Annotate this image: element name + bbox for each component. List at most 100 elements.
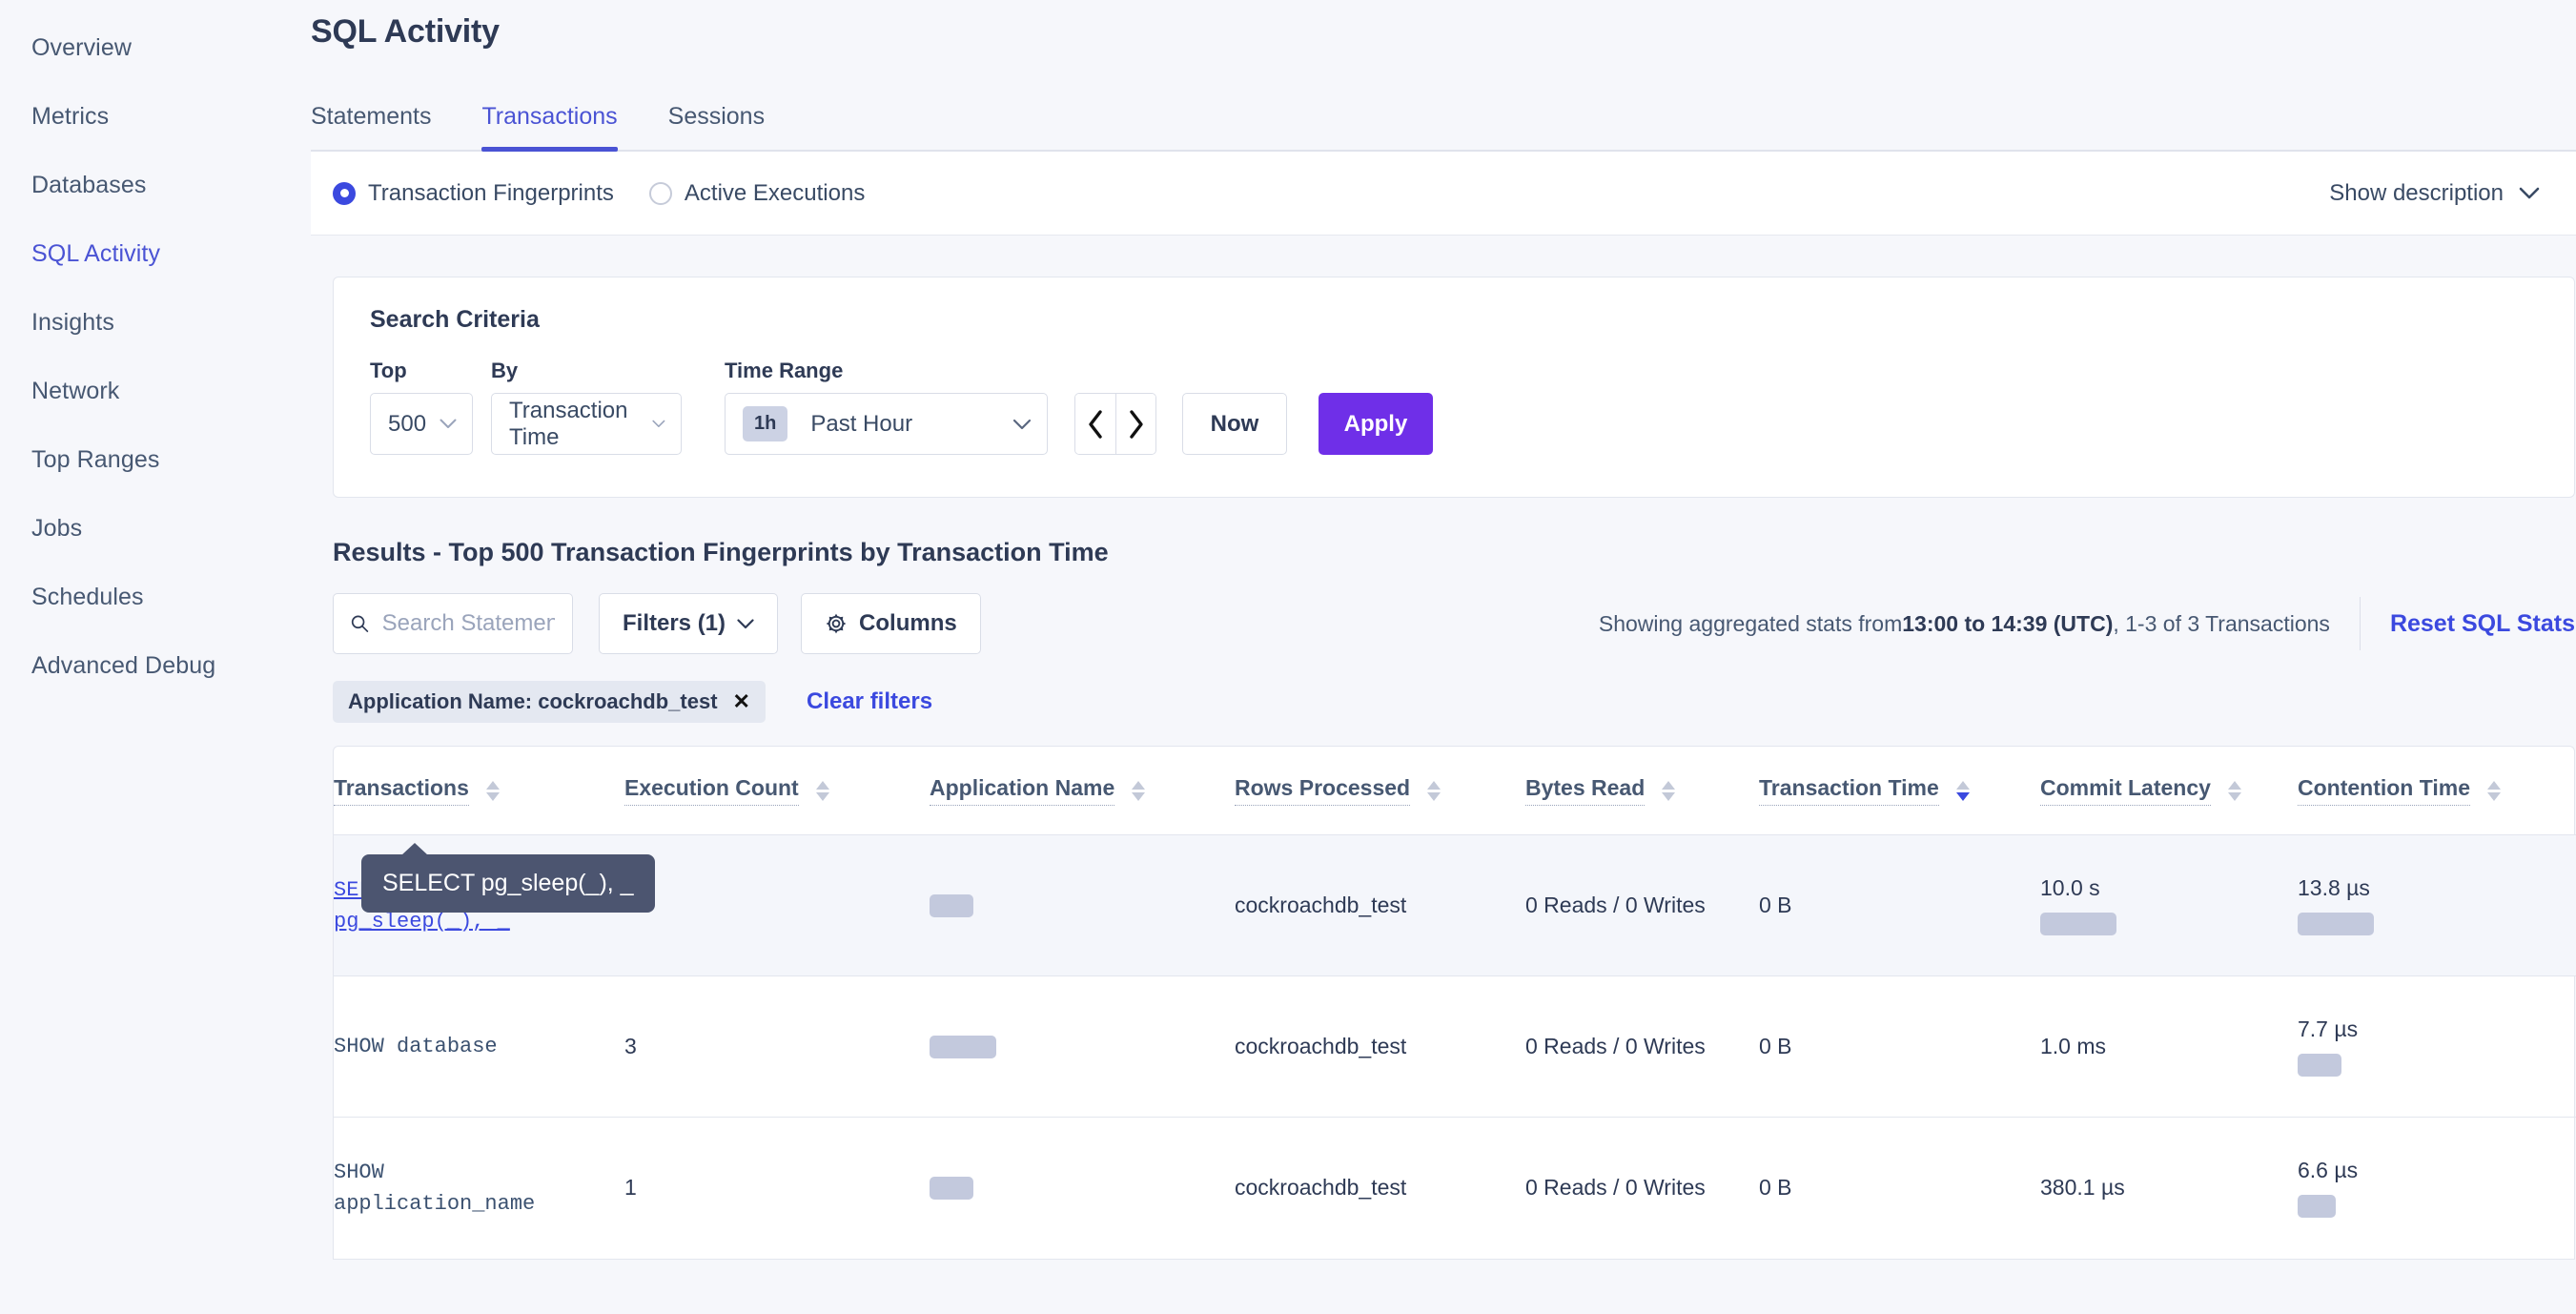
- column-header-contention-time[interactable]: Contention Time: [2298, 747, 2576, 835]
- reset-sql-stats-link[interactable]: Reset SQL Stats: [2389, 609, 2575, 637]
- table-row[interactable]: SHOW database 3 cockroachdb_test 0 Reads / …: [334, 975, 2576, 1118]
- sidebar-item-network[interactable]: Network: [0, 357, 311, 425]
- tab-transactions[interactable]: Transactions: [481, 103, 618, 152]
- tab-label: Sessions: [667, 103, 766, 130]
- sidebar-item-top-ranges[interactable]: Top Ranges: [0, 425, 311, 494]
- filter-chip-application-name[interactable]: Application Name: cockroachdb_test ✕: [333, 681, 766, 723]
- by-select[interactable]: Transaction Time: [491, 393, 682, 455]
- time-range-select[interactable]: 1h Past Hour: [725, 393, 1048, 455]
- sort-toggle-icon[interactable]: [815, 780, 829, 801]
- close-icon[interactable]: ✕: [732, 689, 750, 713]
- clear-filters-link[interactable]: Clear filters: [806, 688, 933, 714]
- sort-descending-icon: [2227, 791, 2241, 801]
- statement-link: SHOW database: [334, 1035, 498, 1058]
- sort-toggle-icon[interactable]: [2487, 780, 2502, 801]
- column-header-box: Rows Processed: [1235, 775, 1525, 806]
- execution-count-cell: 1: [624, 835, 930, 976]
- sidebar-item-label: Top Ranges: [31, 445, 160, 473]
- sidebar-item-label: Metrics: [31, 102, 110, 130]
- sort-toggle-icon[interactable]: [1427, 780, 1441, 801]
- chevron-down-icon: [2519, 187, 2540, 198]
- transactions-table: Transactions Execution Count Application N…: [334, 747, 2576, 1259]
- radio-active-executions[interactable]: Active Executions: [648, 180, 865, 207]
- execution-count-bar-wrap: [930, 1176, 1235, 1200]
- table-head: Transactions Execution Count Application N…: [334, 747, 2576, 835]
- tab-sessions[interactable]: Sessions: [668, 103, 765, 150]
- time-next-button[interactable]: [1115, 394, 1155, 454]
- transaction-time-value: 1.0 ms: [2040, 1034, 2107, 1058]
- column-header-transactions[interactable]: Transactions: [334, 747, 624, 835]
- chevron-down-icon: [737, 618, 754, 628]
- transaction-time-value-cell: 1.0 ms: [2040, 1034, 2298, 1059]
- sidebar-item-overview[interactable]: Overview: [0, 13, 311, 82]
- column-header-box: Commit Latency: [2040, 775, 2298, 806]
- rows-processed-cell: 0 Reads / 0 Writes: [1525, 835, 1759, 976]
- sidebar-item-label: Network: [31, 377, 120, 404]
- radio-unselected-icon: [648, 181, 672, 205]
- top-select[interactable]: 500: [370, 393, 473, 455]
- columns-button[interactable]: Columns: [801, 593, 981, 654]
- bytes-read-value: 0 B: [1759, 893, 1792, 917]
- transaction-time-value: 380.1 µs: [2040, 1175, 2125, 1201]
- column-header-label: Rows Processed: [1235, 775, 1411, 806]
- sidebar-item-jobs[interactable]: Jobs: [0, 494, 311, 563]
- execution-count-cell: 1: [624, 1118, 930, 1259]
- transaction-time-cell: 10.0 s: [2040, 835, 2298, 976]
- sort-descending-icon: [1132, 791, 1146, 801]
- sort-toggle-icon[interactable]: [1132, 780, 1146, 801]
- stats-summary: Showing aggregated stats from 13:00 to 1…: [1599, 597, 2575, 650]
- page-title: SQL Activity: [311, 13, 500, 50]
- show-description-toggle[interactable]: Show description: [2329, 180, 2540, 207]
- sidebar-item-sql-activity[interactable]: SQL Activity: [0, 219, 311, 288]
- sidebar-item-databases[interactable]: Databases: [0, 151, 311, 219]
- time-range-badge: 1h: [743, 406, 788, 441]
- time-prev-button[interactable]: [1075, 394, 1115, 454]
- execution-count-bar-cell: [930, 835, 1235, 976]
- column-header-application-name[interactable]: Application Name: [930, 747, 1235, 835]
- bytes-read-cell: 0 B: [1759, 1118, 2040, 1259]
- now-button[interactable]: Now: [1182, 393, 1287, 455]
- time-range-label: Time Range: [725, 359, 844, 382]
- chevron-down-icon: [1012, 419, 1032, 429]
- sidebar-item-metrics[interactable]: Metrics: [0, 82, 311, 151]
- sort-toggle-icon[interactable]: [1662, 780, 1676, 801]
- application-name-cell: cockroachdb_test: [1235, 976, 1525, 1118]
- sort-toggle-icon[interactable]: [1955, 780, 1970, 801]
- apply-button[interactable]: Apply: [1319, 393, 1433, 455]
- column-header-bytes-read[interactable]: Bytes Read: [1525, 747, 1759, 835]
- column-header-execution-count[interactable]: Execution Count: [624, 747, 930, 835]
- sidebar-item-insights[interactable]: Insights: [0, 288, 311, 357]
- tab-statements[interactable]: Statements: [311, 103, 431, 150]
- table-row[interactable]: SELECT pg_sleep(_), _1 cockroachdb_test 0 …: [334, 834, 2576, 976]
- column-header-commit-latency[interactable]: Commit Latency: [2040, 747, 2298, 835]
- sort-toggle-icon[interactable]: [485, 780, 500, 801]
- radio-transaction-fingerprints[interactable]: Transaction Fingerprints: [333, 180, 614, 207]
- chevron-left-icon: [1089, 409, 1102, 439]
- sort-toggle-icon[interactable]: [2227, 780, 2241, 801]
- execution-count-bar-wrap: [930, 1035, 1235, 1058]
- statement-link: SHOW application_name: [334, 1160, 536, 1216]
- gear-icon: [826, 613, 847, 634]
- chevron-down-icon: [652, 420, 665, 427]
- filters-button[interactable]: Filters (1): [599, 593, 779, 654]
- tab-bar: Statements Transactions Sessions: [311, 77, 2576, 152]
- rows-processed-cell: 0 Reads / 0 Writes: [1525, 1118, 1759, 1259]
- search-input[interactable]: [381, 610, 555, 637]
- column-header-rows-processed[interactable]: Rows Processed: [1235, 747, 1525, 835]
- by-field: By Transaction Time: [473, 359, 682, 455]
- application-name-value: cockroachdb_test: [1235, 1034, 1407, 1058]
- bytes-read-value: 0 B: [1759, 1175, 1792, 1201]
- transaction-statement-cell: SHOW application_name: [334, 1118, 624, 1259]
- column-header-label: Contention Time: [2298, 775, 2471, 806]
- sidebar-item-advanced-debug[interactable]: Advanced Debug: [0, 631, 311, 700]
- time-range-value: Past Hour: [810, 410, 913, 437]
- transaction-time-value: 10.0 s: [2040, 875, 2100, 900]
- rows-processed-cell: 0 Reads / 0 Writes: [1525, 976, 1759, 1118]
- column-header-transaction-time[interactable]: Transaction Time: [1759, 747, 2040, 835]
- commit-latency-value-cell: 6.6 µs: [2298, 1158, 2576, 1219]
- table-row[interactable]: SHOW application_name 1 cockroachdb_test 0 …: [334, 1117, 2576, 1259]
- sidebar-item-schedules[interactable]: Schedules: [0, 563, 311, 631]
- search-statements-box[interactable]: [333, 593, 573, 654]
- sidebar-item-label: Jobs: [31, 514, 83, 542]
